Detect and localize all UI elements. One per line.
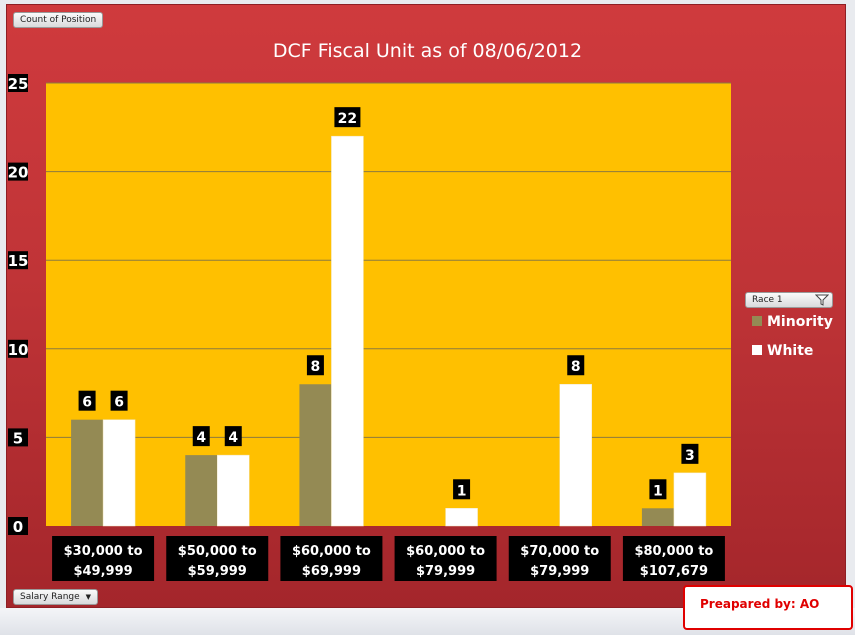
x-tick-label: $50,000 to — [178, 544, 257, 559]
x-tick-label: $79,999 — [416, 564, 475, 579]
x-tick-label-bg — [622, 536, 725, 581]
data-label: 8 — [311, 359, 321, 375]
y-tick-label: 5 — [13, 429, 23, 447]
prepared-by-stamp: Preapared by: AO — [683, 585, 853, 630]
legend-item-white: White — [752, 343, 813, 361]
y-tick-label-bg — [8, 517, 28, 535]
x-tick-label: $69,999 — [302, 564, 361, 579]
bar-white — [673, 472, 707, 527]
x-tick-label: $80,000 to — [634, 544, 713, 559]
bar-white — [445, 508, 478, 527]
x-tick-label: $107,679 — [640, 564, 708, 579]
legend-swatch-white — [752, 345, 762, 355]
filter-icon[interactable] — [814, 294, 830, 311]
legend-label-minority: Minority — [767, 314, 833, 330]
x-tick-label-bg — [166, 536, 269, 581]
data-label-bg — [681, 443, 699, 464]
x-tick-label-bg — [508, 536, 611, 581]
bar-minority — [71, 419, 104, 526]
legend-label-white: White — [767, 343, 814, 359]
y-tick-label-bg — [8, 74, 28, 92]
bar-white — [217, 454, 250, 527]
data-label-bg — [224, 426, 242, 447]
axis-field-label: Salary Range — [20, 592, 80, 602]
y-tick-label: 25 — [8, 75, 29, 93]
data-label: 1 — [457, 483, 467, 499]
y-tick-label-bg — [8, 428, 28, 447]
dropdown-arrow-icon: ▼ — [85, 593, 92, 601]
x-tick-label: $70,000 to — [520, 544, 599, 559]
x-tick-label-bg — [52, 536, 155, 581]
bar-minority — [299, 384, 332, 526]
data-label-bg — [192, 426, 210, 447]
chart-title: DCF Fiscal Unit as of 08/06/2012 — [272, 40, 583, 62]
data-label: 6 — [114, 395, 124, 411]
x-tick-label-bg — [394, 536, 497, 581]
bar-white — [102, 419, 136, 527]
y-tick-label-bg — [8, 162, 28, 181]
data-label: 3 — [685, 448, 695, 464]
x-tick-label: $59,999 — [188, 564, 247, 579]
x-tick-label: $49,999 — [73, 564, 132, 579]
data-label: 4 — [196, 430, 206, 446]
y-tick-label: 10 — [8, 341, 29, 359]
data-label: 1 — [653, 483, 663, 499]
legend-field-button[interactable]: Race 1 — [745, 292, 833, 308]
data-label: 22 — [338, 111, 357, 127]
bar-white — [331, 135, 364, 527]
y-tick-label-bg — [8, 339, 28, 358]
data-label-bg — [334, 107, 361, 128]
legend-swatch-minority — [752, 316, 762, 326]
plot-area — [46, 83, 731, 526]
bar-minority — [185, 455, 218, 526]
y-tick-label-bg — [8, 251, 28, 270]
bar-white — [559, 383, 592, 527]
data-label-bg — [78, 390, 96, 411]
data-label-bg — [306, 355, 324, 376]
x-tick-label: $60,000 to — [406, 544, 485, 559]
x-tick-label: $79,999 — [530, 564, 589, 579]
data-label: 4 — [228, 430, 238, 446]
data-label-bg — [567, 355, 585, 376]
legend-item-minority: Minority — [752, 314, 833, 332]
x-tick-label-bg — [280, 536, 383, 581]
data-label: 6 — [82, 395, 92, 411]
x-tick-label: $30,000 to — [64, 544, 143, 559]
value-field-button[interactable]: Count of Position — [13, 12, 104, 28]
legend-field-label: Race 1 — [752, 295, 783, 305]
data-label-bg — [453, 479, 471, 500]
data-label-bg — [649, 479, 667, 500]
axis-field-button[interactable]: Salary Range ▼ — [13, 589, 99, 605]
data-label: 8 — [571, 359, 581, 375]
y-tick-label: 0 — [13, 518, 23, 536]
y-tick-label: 20 — [8, 164, 29, 182]
x-tick-label: $60,000 to — [292, 544, 371, 559]
data-label-bg — [110, 390, 128, 411]
y-tick-label: 15 — [8, 252, 29, 270]
bar-minority — [641, 508, 674, 526]
